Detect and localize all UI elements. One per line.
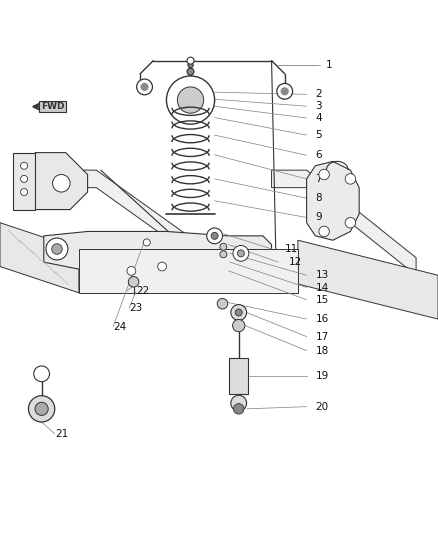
Polygon shape [79, 249, 298, 293]
Circle shape [319, 226, 329, 237]
Polygon shape [272, 170, 416, 275]
Text: 4: 4 [315, 113, 322, 123]
Circle shape [345, 217, 356, 228]
Text: 16: 16 [315, 314, 328, 324]
Text: 21: 21 [55, 429, 68, 439]
Circle shape [345, 174, 356, 184]
Text: 13: 13 [315, 270, 328, 280]
Circle shape [231, 395, 247, 411]
Text: 14: 14 [315, 282, 328, 293]
Text: 2: 2 [315, 90, 322, 99]
Polygon shape [35, 170, 219, 275]
Circle shape [220, 251, 227, 258]
Text: FWD: FWD [41, 102, 64, 111]
Polygon shape [229, 359, 248, 393]
Circle shape [231, 304, 247, 320]
Circle shape [21, 175, 28, 182]
Circle shape [158, 262, 166, 271]
Circle shape [141, 84, 148, 91]
Polygon shape [13, 152, 35, 209]
Circle shape [207, 228, 223, 244]
Circle shape [127, 266, 136, 275]
Circle shape [233, 246, 249, 261]
Circle shape [52, 244, 62, 254]
Text: 18: 18 [315, 345, 328, 356]
Text: 19: 19 [315, 371, 328, 381]
Circle shape [187, 68, 194, 75]
Circle shape [34, 366, 49, 382]
Circle shape [187, 57, 194, 64]
Text: 9: 9 [315, 213, 322, 222]
Circle shape [28, 395, 55, 422]
Circle shape [143, 239, 150, 246]
Circle shape [277, 84, 293, 99]
Circle shape [235, 309, 242, 316]
Circle shape [188, 62, 193, 68]
Circle shape [237, 250, 244, 257]
Text: 7: 7 [315, 174, 322, 184]
Text: 23: 23 [129, 303, 142, 313]
Polygon shape [298, 240, 438, 319]
Polygon shape [0, 223, 79, 293]
Text: 11: 11 [285, 244, 298, 254]
Text: 12: 12 [289, 257, 302, 267]
Text: 15: 15 [315, 295, 328, 305]
Text: 17: 17 [315, 332, 328, 342]
Text: 3: 3 [315, 101, 322, 111]
Text: 6: 6 [315, 150, 322, 160]
Polygon shape [44, 231, 272, 271]
Circle shape [217, 298, 228, 309]
Circle shape [220, 243, 227, 251]
Text: 5: 5 [315, 130, 322, 140]
Circle shape [211, 232, 218, 239]
Circle shape [281, 88, 288, 95]
Circle shape [233, 403, 244, 414]
Text: 8: 8 [315, 193, 322, 203]
Circle shape [53, 174, 70, 192]
Circle shape [21, 162, 28, 169]
Circle shape [46, 238, 68, 260]
Circle shape [21, 189, 28, 196]
Polygon shape [307, 161, 359, 240]
Text: 24: 24 [113, 322, 126, 332]
Text: 20: 20 [315, 402, 328, 411]
Circle shape [35, 402, 48, 415]
Circle shape [319, 169, 329, 180]
Circle shape [233, 319, 245, 332]
Circle shape [166, 76, 215, 124]
Circle shape [177, 87, 204, 113]
Text: 22: 22 [136, 286, 149, 296]
Circle shape [128, 277, 139, 287]
Text: 1: 1 [326, 60, 333, 70]
Polygon shape [35, 152, 88, 209]
Circle shape [137, 79, 152, 95]
